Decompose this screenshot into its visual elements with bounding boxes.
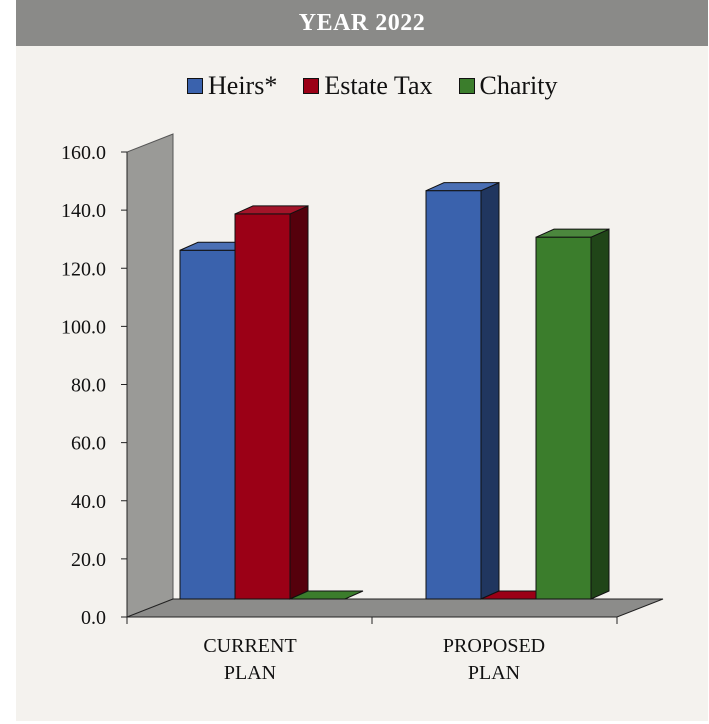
bar-heirs-proposed-plan <box>425 181 500 600</box>
x-category-label: CURRENT <box>203 635 296 657</box>
y-tick-label: 60.0 <box>71 433 106 455</box>
legend-label-estate-tax: Estate Tax <box>324 71 433 100</box>
legend-swatch-heirs <box>187 78 203 94</box>
bar-heirs-proposed-plan-front <box>425 190 482 600</box>
y-tick-label: 0.0 <box>81 607 106 629</box>
bar-heirs-proposed-plan-top <box>425 182 500 192</box>
y-tick-label: 120.0 <box>61 258 106 280</box>
bar-estate-tax-current-plan-front <box>234 213 291 600</box>
y-tick-label: 100.0 <box>61 316 106 338</box>
bar-charity-proposed-plan <box>535 228 610 600</box>
y-tick-label: 160.0 <box>61 142 106 164</box>
legend-swatch-estate-tax <box>303 78 320 94</box>
chart-floor <box>126 598 664 618</box>
x-category-label: PLAN <box>224 662 276 684</box>
back-wall <box>126 133 174 618</box>
bar-estate-tax-current-plan-top <box>234 205 309 215</box>
legend-item-charity: Charity <box>458 71 558 101</box>
y-tick-label: 40.0 <box>71 491 106 513</box>
legend-label-heirs: Heirs* <box>208 71 278 100</box>
legend-item-heirs: Heirs* <box>187 71 277 101</box>
bar-charity-current-plan <box>289 590 364 600</box>
legend-swatch-charity <box>458 78 475 94</box>
x-category-label: PLAN <box>468 662 520 684</box>
chart-title: YEAR 2022 <box>298 9 426 36</box>
y-tick-label: 80.0 <box>71 375 106 397</box>
y-tick-label: 20.0 <box>71 549 106 571</box>
bar-charity-proposed-plan-top <box>535 228 610 238</box>
legend-label-charity: Charity <box>479 71 558 100</box>
bar-estate-tax-current-plan-side <box>289 205 309 600</box>
y-tick-label: 140.0 <box>61 200 106 222</box>
x-category-label: PROPOSED <box>443 635 545 657</box>
title-bar: YEAR 2022 <box>16 0 708 46</box>
bar-heirs-proposed-plan-side <box>480 181 500 600</box>
legend-item-estate-tax: Estate Tax <box>303 71 433 101</box>
legend: Heirs* Estate Tax Charity <box>187 70 584 102</box>
bar-charity-current-plan-top <box>289 590 364 600</box>
bar-estate-tax-current-plan <box>234 205 309 600</box>
bar-charity-proposed-plan-side <box>590 228 610 600</box>
bar-heirs-current-plan-front <box>179 249 236 600</box>
bar-charity-proposed-plan-front <box>535 236 592 600</box>
